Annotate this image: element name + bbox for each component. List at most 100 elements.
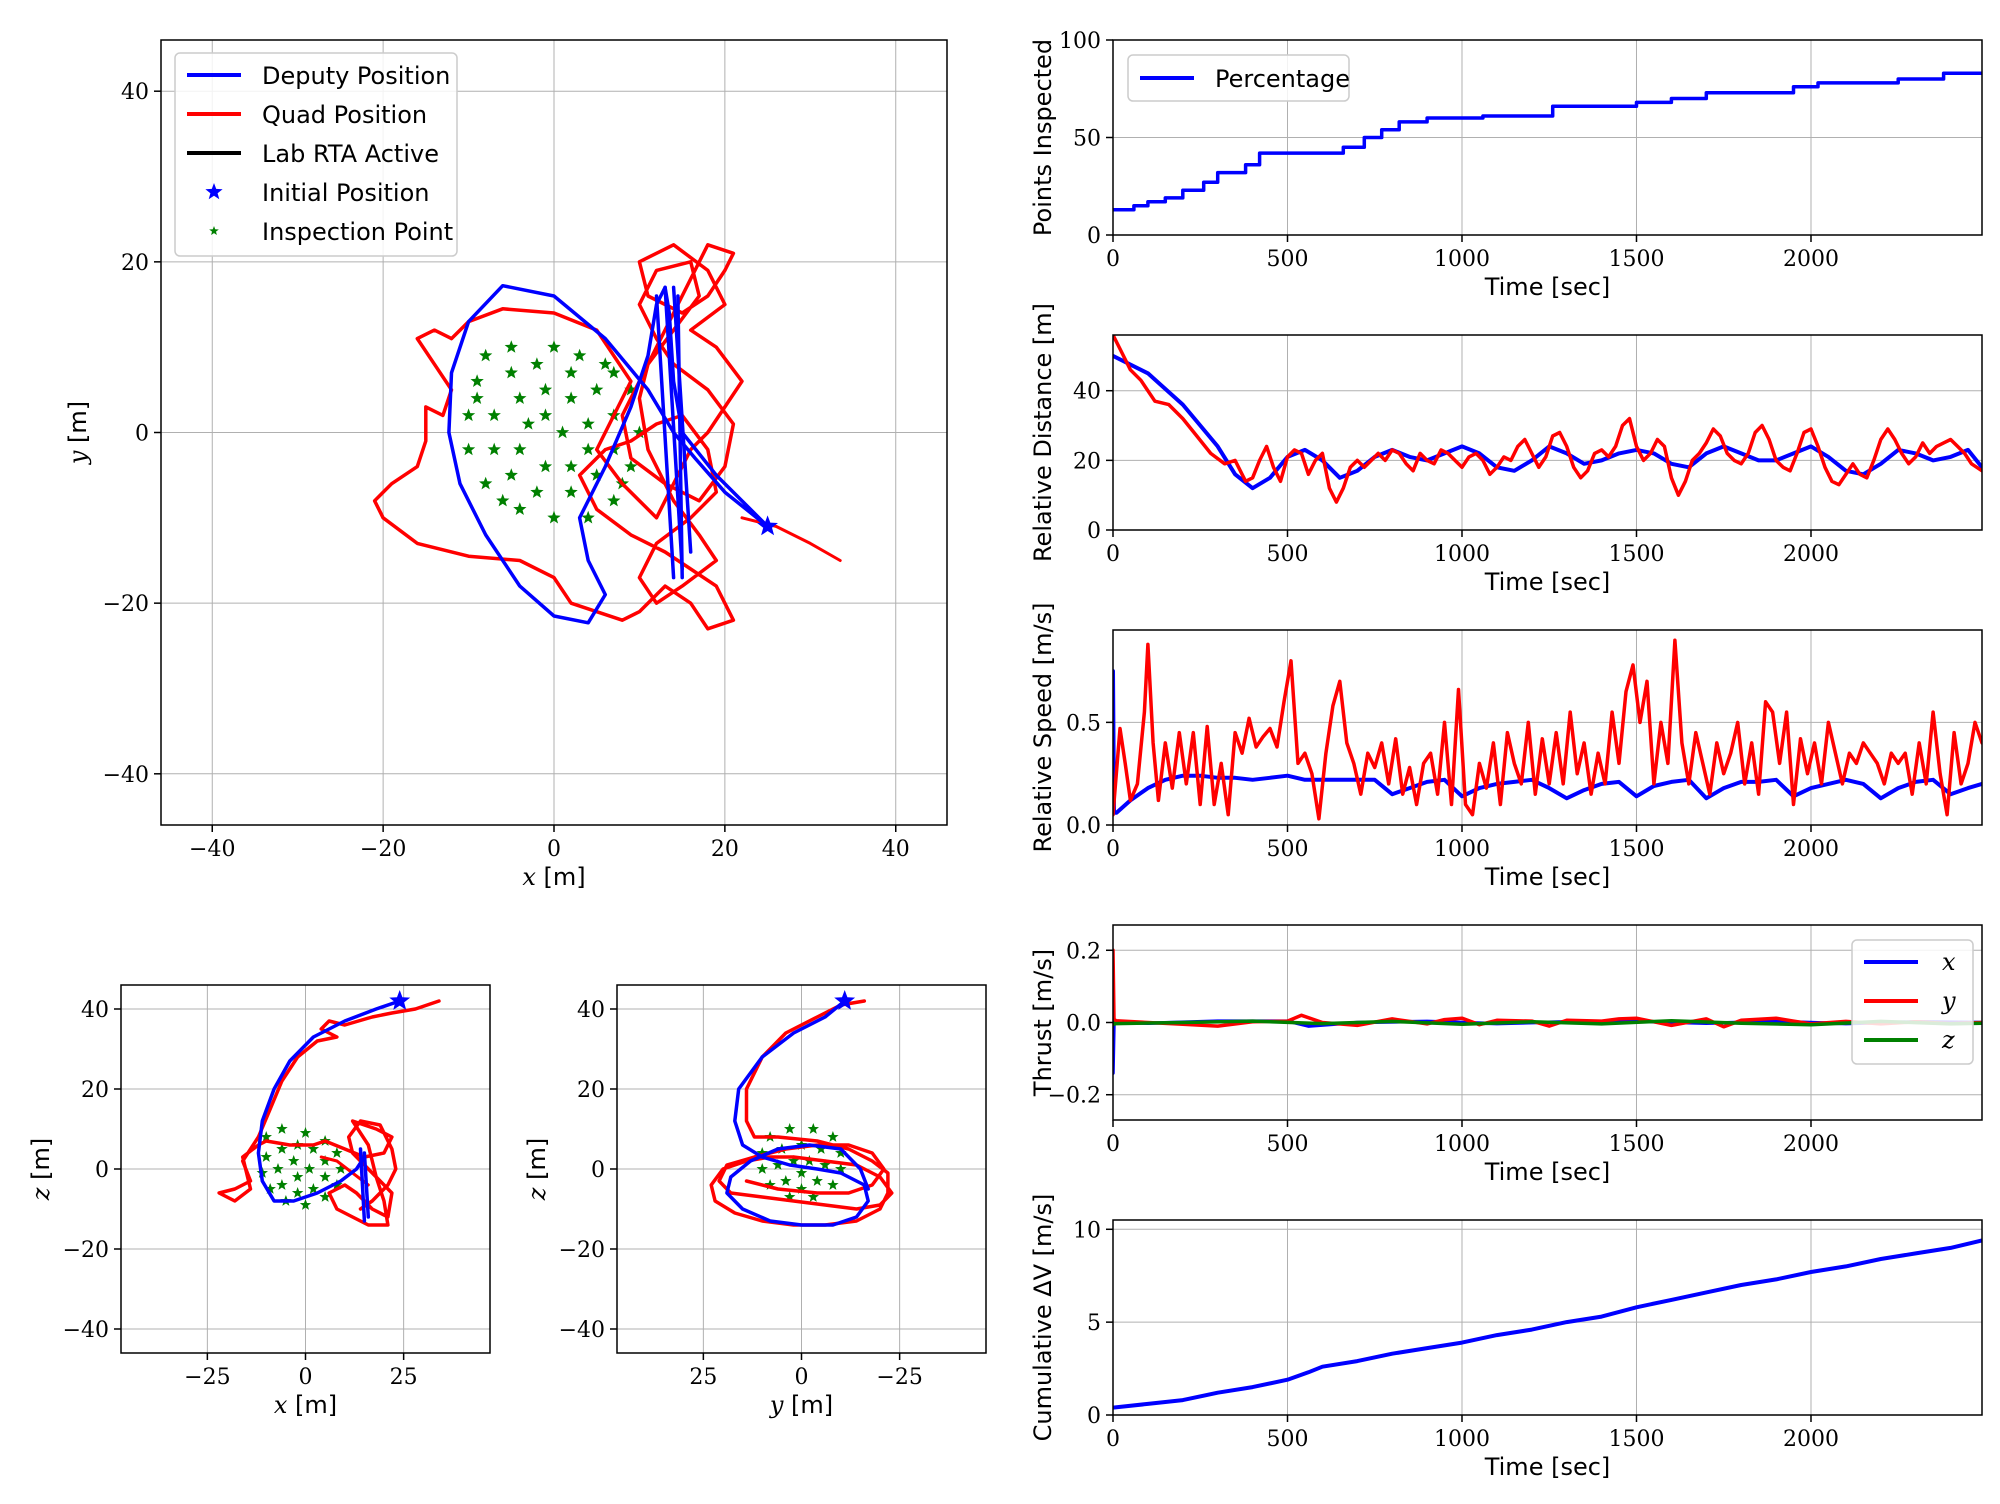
- dv-xtick-label: 0: [1106, 1427, 1120, 1452]
- xz-xtick-label: 0: [299, 1365, 313, 1390]
- thrust-ytick-label: 0.2: [1066, 939, 1101, 964]
- speed-series-1: [1113, 638, 1982, 821]
- speed-xtick-label: 1000: [1434, 837, 1490, 862]
- speed-xtick-label: 500: [1266, 837, 1308, 862]
- xy-legend-box: [174, 52, 458, 257]
- thrust-legend-label-0: x: [1942, 948, 1956, 976]
- yz-initial-position: [834, 990, 856, 1010]
- yz-inspection-point: [756, 1147, 768, 1158]
- yz-inspection-point: [795, 1183, 808, 1194]
- xy-inspection-point: [504, 340, 518, 353]
- yz-inspection-point: [827, 1131, 839, 1142]
- dist-frame: [1112, 334, 1983, 531]
- xz-ylabel: z [m]: [27, 1138, 55, 1201]
- xy-inspection-point: [564, 459, 578, 473]
- pts-xtick-label: 2000: [1783, 247, 1839, 272]
- xy-inspection-point: [538, 459, 553, 473]
- xz-xlabel-var: x: [274, 1391, 288, 1419]
- dist-ytick-label: 40: [1073, 380, 1101, 405]
- xz-inspection-point: [335, 1163, 347, 1174]
- xy-inspection-point: [487, 442, 501, 456]
- xz-inspection-point: [291, 1187, 304, 1198]
- xz-deputy-band: [362, 1151, 371, 1219]
- xz-inspection-point: [260, 1151, 272, 1162]
- thrust-xtick-label: 1000: [1434, 1132, 1490, 1157]
- xy-inspection-point: [590, 382, 604, 396]
- xy-inspection-point: [564, 485, 578, 498]
- yz-inspection-point: [815, 1143, 827, 1154]
- xy-inspection-point: [496, 493, 510, 507]
- xz-inspection-point: [307, 1143, 320, 1154]
- thrust-series-2: [1113, 1018, 1982, 1027]
- xz-ylabel-unit: [m]: [27, 1138, 55, 1188]
- xy-inspection-point: [573, 348, 587, 362]
- xy-inspection-point: [521, 417, 535, 430]
- xy-inspection-point: [504, 365, 518, 379]
- xy-inspection-point: [590, 468, 604, 481]
- pts-ytick-label: 50: [1073, 127, 1101, 152]
- xy-ylabel: y [m]: [64, 401, 92, 465]
- xy-legend-label-1: Quad Position: [262, 101, 427, 129]
- yz-xlabel-unit: [m]: [783, 1391, 833, 1419]
- xz-inspection-point: [319, 1191, 331, 1202]
- pts-ylabel: Points Inspected: [1029, 39, 1057, 236]
- xy-frame: [160, 39, 948, 826]
- yz-inspection-point: [819, 1159, 831, 1170]
- xy-xtick-label: −40: [189, 837, 235, 862]
- xy-xlabel: x [m]: [522, 863, 585, 891]
- xz-quad-path: [217, 999, 441, 1227]
- yz-ytick-label: −40: [559, 1318, 605, 1343]
- yz-ytick-label: 20: [577, 1078, 605, 1103]
- pts-xtick-label: 1500: [1608, 247, 1664, 272]
- yz-ytick-label: 40: [577, 998, 605, 1023]
- xz-inspection-point: [276, 1123, 288, 1134]
- xz-xlabel: x [m]: [274, 1391, 337, 1419]
- xy-inspection-point: [607, 365, 621, 379]
- xz-grid: [121, 985, 490, 1353]
- xz-inspection-point: [319, 1171, 331, 1182]
- xy-legend-label-3: Initial Position: [262, 179, 429, 207]
- xy-legend-label-4: Inspection Point: [262, 218, 453, 246]
- speed-xtick-label: 1500: [1608, 837, 1664, 862]
- xy-inspection-point: [581, 442, 595, 456]
- xy-deputy-band: [663, 285, 684, 571]
- yz-xlabel-var: y: [769, 1391, 784, 1419]
- xz-inspection-point: [307, 1183, 320, 1194]
- xy-inspection-point: [479, 348, 493, 362]
- xy-inspection-point: [513, 391, 527, 404]
- xz-inspection-point: [272, 1163, 284, 1174]
- yz-inspection-point: [784, 1191, 796, 1202]
- xy-xlabel-var: x: [522, 863, 536, 891]
- xy-inspection-point: [538, 408, 553, 422]
- xy-xtick-label: 0: [547, 837, 561, 862]
- xy-initial-position: [757, 515, 778, 536]
- xy-quad-tail: [740, 516, 842, 562]
- pts-ytick-label: 0: [1087, 224, 1101, 249]
- yz-inspection-point: [827, 1179, 839, 1190]
- dv-xlabel: Time [sec]: [1484, 1453, 1611, 1481]
- xz-xtick-label: −25: [184, 1365, 230, 1390]
- yz-frame: [616, 984, 987, 1354]
- yz-ylabel: z [m]: [523, 1138, 551, 1201]
- yz-inspection-point: [835, 1163, 847, 1174]
- xy-inspection-point: [624, 459, 638, 473]
- yz-inspection-point: [795, 1167, 808, 1178]
- dist-grid: [1112, 335, 1982, 531]
- xz-inspection-point: [276, 1179, 288, 1190]
- xy-legend-initial-marker: [205, 183, 223, 200]
- dv-ytick-label: 0: [1087, 1404, 1101, 1429]
- speed-grid: [1112, 630, 1982, 826]
- dist-xtick-label: 2000: [1783, 542, 1839, 567]
- dist-ylabel: Relative Distance [m]: [1029, 303, 1057, 562]
- dv-xtick-label: 1500: [1608, 1427, 1664, 1452]
- thrust-legend-label-2: z: [1941, 1026, 1955, 1054]
- xz-inspection-point: [319, 1155, 331, 1166]
- pts-xtick-label: 500: [1266, 247, 1308, 272]
- xz-inspection-point: [303, 1163, 316, 1174]
- xy-inspection-point: [487, 408, 501, 422]
- dv-xtick-label: 1000: [1434, 1427, 1490, 1452]
- pts-xlabel: Time [sec]: [1484, 273, 1611, 301]
- speed-xtick-label: 0: [1106, 837, 1120, 862]
- yz-inspection-point: [772, 1159, 784, 1170]
